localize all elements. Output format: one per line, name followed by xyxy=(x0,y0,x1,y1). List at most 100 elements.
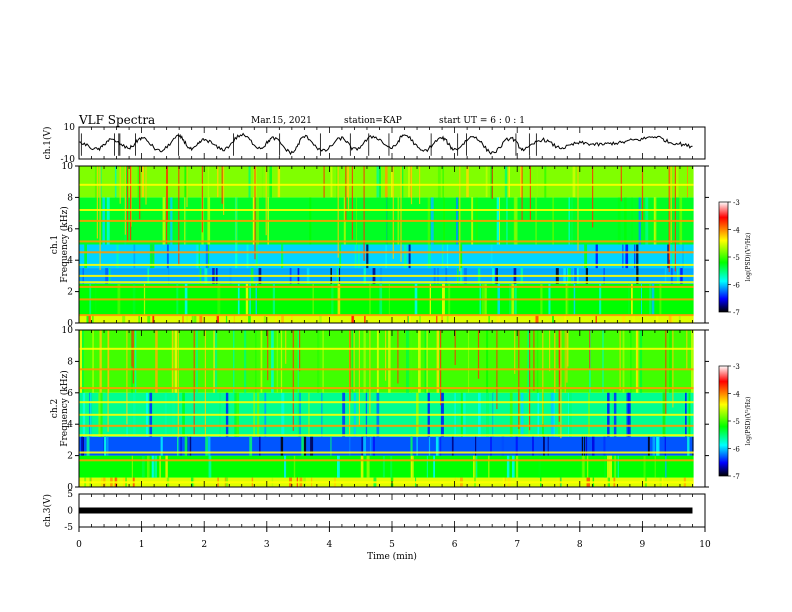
texture-streak xyxy=(508,166,510,198)
texture-streak xyxy=(319,315,322,323)
texture-streak xyxy=(636,244,639,269)
texture-streak xyxy=(468,330,470,393)
ch3-series-line xyxy=(79,507,693,514)
texture-streak xyxy=(498,315,500,323)
texture-streak xyxy=(301,436,304,456)
texture-streak xyxy=(584,436,586,456)
figure-title: VLF Spectra xyxy=(79,113,156,127)
texture-streak xyxy=(138,315,140,323)
texture-streak xyxy=(171,330,174,393)
texture-streak xyxy=(154,455,157,478)
narrowband-line xyxy=(79,240,694,243)
texture-streak xyxy=(193,315,197,323)
texture-streak xyxy=(388,330,391,393)
texture-streak xyxy=(207,455,209,478)
texture-streak xyxy=(669,330,672,393)
texture-streak xyxy=(442,244,444,269)
burst-streak xyxy=(558,330,560,422)
no-data-area xyxy=(693,330,705,487)
x-tick-label: 3 xyxy=(264,540,270,550)
texture-streak xyxy=(466,166,469,198)
burst-streak xyxy=(542,330,544,425)
texture-streak xyxy=(351,315,354,323)
narrowband-line xyxy=(79,451,694,454)
texture-streak xyxy=(92,330,94,393)
texture-streak xyxy=(592,436,595,456)
texture-streak xyxy=(643,455,646,478)
texture-streak xyxy=(602,330,604,393)
texture-streak xyxy=(382,455,385,478)
narrowband-line xyxy=(79,274,694,277)
texture-streak xyxy=(536,166,538,198)
texture-streak xyxy=(152,315,155,323)
narrowband-line xyxy=(79,434,694,437)
texture-streak xyxy=(280,330,283,393)
texture-streak xyxy=(166,244,169,269)
texture-streak xyxy=(337,455,340,478)
texture-streak xyxy=(155,330,158,393)
texture-streak xyxy=(233,315,235,323)
texture-streak xyxy=(336,166,338,198)
y-axis-label-line: Frequency (kHz) xyxy=(59,206,70,283)
texture-streak xyxy=(385,244,387,269)
texture-streak xyxy=(385,166,388,198)
colorbar-tick-label: -4 xyxy=(733,227,740,235)
texture-streak xyxy=(547,436,549,456)
texture-streak xyxy=(668,315,672,323)
texture-streak xyxy=(352,330,354,393)
y-axis-label-line: ch.2 xyxy=(50,399,60,418)
y-tick-label: 10 xyxy=(64,123,76,133)
burst-streak xyxy=(369,330,371,414)
texture-streak xyxy=(84,244,87,269)
texture-streak xyxy=(581,436,584,456)
texture-streak xyxy=(310,436,314,456)
burst-streak xyxy=(533,330,535,391)
burst-streak xyxy=(186,166,188,207)
burst-streak xyxy=(560,330,562,439)
texture-streak xyxy=(248,315,251,323)
texture-streak xyxy=(424,330,428,393)
colorbar-tick-label: -6 xyxy=(733,446,740,454)
burst-streak xyxy=(132,330,134,384)
texture-streak xyxy=(691,330,694,393)
texture-streak xyxy=(277,166,281,198)
burst-streak xyxy=(440,330,442,406)
burst-streak xyxy=(265,166,267,236)
texture-streak xyxy=(614,455,616,478)
texture-streak xyxy=(184,436,188,456)
texture-streak xyxy=(177,436,179,456)
spectral-band xyxy=(79,315,694,323)
texture-streak xyxy=(360,455,364,478)
texture-streak xyxy=(361,436,364,456)
texture-streak xyxy=(100,166,102,198)
burst-streak xyxy=(477,330,480,379)
texture-streak xyxy=(105,330,108,393)
burst-streak xyxy=(201,166,203,233)
y-tick-label: 8 xyxy=(67,357,73,367)
texture-streak xyxy=(303,436,307,456)
colorbar xyxy=(718,365,729,477)
texture-streak xyxy=(217,166,219,198)
texture-streak xyxy=(516,455,519,478)
texture-streak xyxy=(652,436,654,456)
texture-streak xyxy=(536,330,539,393)
texture-streak xyxy=(125,166,129,198)
y-axis-label: ch.1(V) xyxy=(42,127,53,160)
texture-streak xyxy=(408,315,411,323)
y-tick-label: 10 xyxy=(62,162,74,172)
texture-streak xyxy=(543,436,545,456)
texture-streak xyxy=(347,166,349,198)
y-tick-label: 5 xyxy=(67,490,73,500)
texture-streak xyxy=(435,436,439,456)
texture-streak xyxy=(187,436,189,456)
colorbar-tick-label: -7 xyxy=(733,309,740,317)
y-tick-label: 6 xyxy=(67,225,73,235)
texture-streak xyxy=(233,330,235,393)
burst-streak xyxy=(166,166,168,223)
texture-streak xyxy=(532,436,534,456)
texture-streak xyxy=(216,315,219,323)
texture-streak xyxy=(552,315,554,323)
texture-streak xyxy=(99,330,102,393)
texture-streak xyxy=(656,436,660,456)
texture-streak xyxy=(404,244,407,269)
